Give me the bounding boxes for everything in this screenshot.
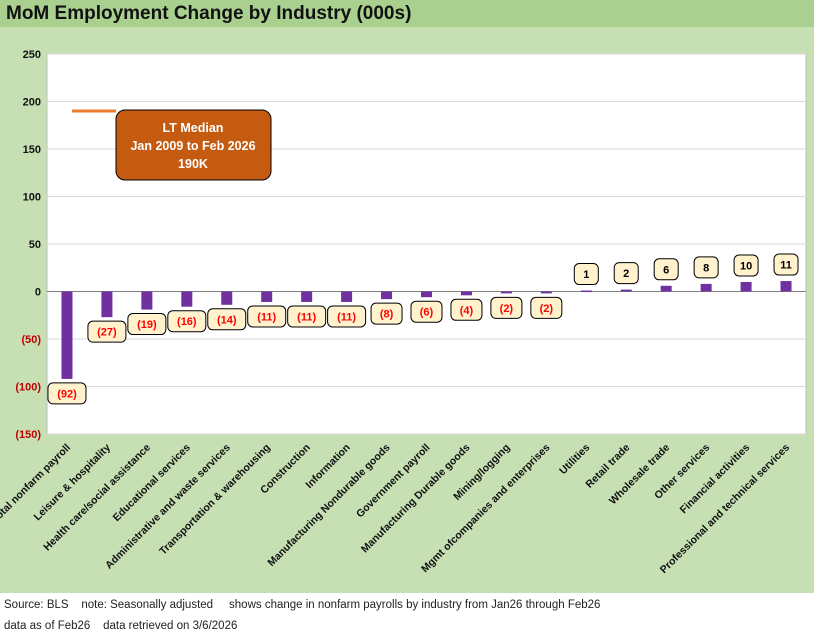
data-label: (2) xyxy=(540,303,554,315)
data-label-box xyxy=(207,308,247,331)
x-category-label: Educational services xyxy=(111,442,193,524)
data-label: (8) xyxy=(380,309,394,321)
bar xyxy=(740,282,752,292)
data-label-box xyxy=(410,300,443,323)
bar xyxy=(421,291,432,298)
data-label-box xyxy=(167,310,207,333)
data-label: (6) xyxy=(420,307,434,319)
bar xyxy=(540,291,552,294)
median-callout-text: Jan 2009 to Feb 2026 xyxy=(130,139,255,153)
median-callout-text: 190K xyxy=(178,157,208,171)
x-category-label: Leisure & hospitality xyxy=(32,442,114,524)
data-label: 10 xyxy=(740,261,752,273)
bar xyxy=(381,291,393,300)
bar xyxy=(780,281,792,292)
data-label: 1 xyxy=(583,269,589,281)
data-label: (92) xyxy=(57,388,77,400)
y-tick-label: 100 xyxy=(23,192,41,204)
bar xyxy=(660,285,672,292)
title-bar: MoM Employment Change by Industry (000s) xyxy=(0,0,814,27)
bar xyxy=(61,291,73,379)
bar xyxy=(101,291,113,318)
data-label-box xyxy=(773,253,799,276)
data-label-box xyxy=(287,305,327,328)
bar xyxy=(261,291,273,302)
y-tick-label: 0 xyxy=(35,287,41,299)
data-label-box xyxy=(127,313,167,336)
data-label-box xyxy=(450,298,483,321)
data-label: 8 xyxy=(703,262,709,274)
bar-chart: 250 200 150 100 50 0 (50) (100) (150) (92) (27) (19… xyxy=(0,49,807,576)
data-label: (27) xyxy=(97,327,117,339)
data-label: (2) xyxy=(500,303,514,315)
data-label-box xyxy=(613,262,639,285)
data-label-box xyxy=(87,320,127,343)
bar xyxy=(620,289,632,292)
data-label: (11) xyxy=(337,311,356,323)
data-label: (4) xyxy=(460,305,474,317)
y-tick-label: 200 xyxy=(23,97,41,109)
footer-source-note: Source: BLS note: Seasonally adjusted sh… xyxy=(4,599,601,611)
y-tick-label: 50 xyxy=(29,239,41,251)
y-tick-label: (50) xyxy=(21,334,41,346)
bar xyxy=(500,291,512,294)
data-label: 2 xyxy=(623,268,629,280)
y-tick-label: (150) xyxy=(15,429,41,441)
data-label-box xyxy=(327,305,367,328)
bar xyxy=(341,291,353,302)
data-label-box xyxy=(530,296,563,319)
data-label-box xyxy=(693,256,719,279)
y-tick-label: 250 xyxy=(23,49,41,61)
data-label: 6 xyxy=(663,264,669,276)
y-tick-label: 150 xyxy=(23,144,41,156)
data-label-box xyxy=(47,382,87,405)
x-category-label: Government payroll xyxy=(354,442,433,521)
data-label: (16) xyxy=(177,316,197,328)
data-label: (19) xyxy=(137,319,157,331)
data-label-box xyxy=(247,305,287,328)
bar xyxy=(460,291,472,296)
bar xyxy=(580,290,592,293)
data-label-box xyxy=(490,296,523,319)
x-category-label: Utilities xyxy=(557,442,592,477)
data-label-box xyxy=(573,263,599,286)
data-label: (11) xyxy=(257,311,276,323)
x-category-label: Financial activities xyxy=(678,442,753,517)
data-label: (14) xyxy=(217,314,237,326)
y-tick-label: (100) xyxy=(15,382,41,394)
data-label-box xyxy=(370,302,403,325)
median-callout-box xyxy=(115,109,272,181)
bar xyxy=(141,291,153,310)
bar xyxy=(301,291,313,302)
median-callout-text: LT Median xyxy=(163,121,224,135)
data-label: (11) xyxy=(297,311,316,323)
bar xyxy=(700,283,712,292)
footer-data-date: data as of Feb26 data retrieved on 3/6/2… xyxy=(4,620,238,632)
chart-title: MoM Employment Change by Industry (000s) xyxy=(6,3,412,24)
data-label-box xyxy=(733,254,759,277)
data-label-box xyxy=(653,258,679,281)
data-label: 11 xyxy=(780,260,792,272)
bar xyxy=(181,291,193,307)
bar xyxy=(221,291,233,305)
